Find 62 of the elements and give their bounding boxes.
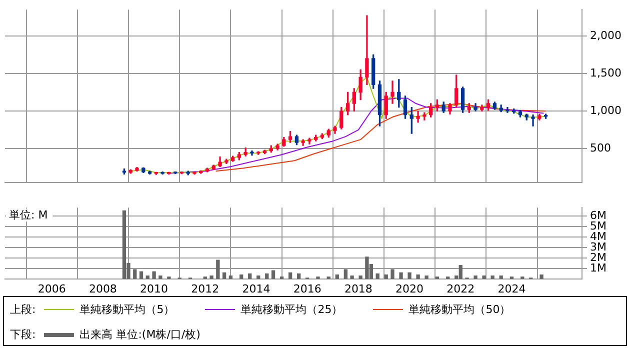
legend-title: 上段:: [10, 302, 36, 317]
x-tick-label: 2014: [242, 282, 270, 296]
x-tick-label: 2006: [38, 282, 66, 296]
x-tick-label: 2024: [498, 282, 526, 296]
y-tick-label: 5M: [590, 219, 606, 232]
bar: [271, 270, 276, 279]
bar: [474, 276, 478, 279]
y-tick-label: 2M: [590, 250, 606, 264]
x-tick-label: 2008: [88, 282, 117, 296]
legend-title: 下段:: [10, 327, 36, 342]
annotation: 単位: M: [9, 208, 48, 222]
bar: [490, 276, 494, 279]
bar: [482, 276, 486, 279]
bar: [222, 272, 226, 279]
bar: [256, 276, 260, 279]
legend-label: 単純移動平均（50）: [408, 302, 511, 317]
legend-label: 単純移動平均（5）: [80, 302, 175, 317]
bar: [384, 274, 388, 279]
bar: [344, 269, 348, 279]
bar: [358, 276, 362, 279]
bar: [350, 276, 354, 279]
bar: [240, 274, 244, 279]
bar: [540, 274, 544, 279]
x-tick-label: 2010: [140, 282, 168, 296]
bar: [133, 269, 137, 279]
y-tick-label: 4M: [590, 230, 606, 243]
x-tick-label: 2018: [344, 282, 372, 296]
bar: [376, 273, 380, 279]
bar: [122, 210, 126, 279]
bar: [408, 272, 412, 279]
bar: [139, 271, 144, 279]
bar: [158, 276, 162, 279]
y-tick-label: 1,500: [590, 66, 622, 80]
legend-label: 出来高 単位:(M株/口/枚): [80, 327, 200, 342]
bar: [499, 276, 503, 279]
y-tick-label: 1,000: [590, 104, 622, 117]
bar: [390, 269, 394, 279]
y-tick-label: 1M: [590, 261, 606, 274]
bar: [228, 276, 233, 279]
bar: [210, 276, 214, 279]
bar: [416, 274, 420, 279]
bar: [146, 276, 150, 279]
x-tick-label: 2012: [191, 282, 220, 296]
bar: [152, 271, 156, 279]
x-tick-label: 2022: [446, 282, 475, 296]
bar: [458, 265, 462, 279]
bar: [288, 272, 292, 279]
y-tick-label: 3M: [590, 240, 606, 254]
legend-label: 単純移動平均（25）: [240, 302, 343, 317]
bar: [365, 256, 369, 279]
x-tick-label: 2020: [396, 282, 424, 296]
bar: [399, 272, 403, 279]
bar: [424, 276, 428, 279]
bar: [335, 274, 339, 279]
bar: [296, 273, 301, 279]
bar: [265, 273, 269, 279]
bar: [248, 273, 252, 279]
bar: [216, 260, 220, 279]
y-tick-label: 6M: [590, 208, 606, 222]
y-tick-label: 500: [590, 141, 611, 154]
x-tick-label: 2016: [293, 282, 322, 296]
y-tick-label: 2,000: [590, 28, 622, 42]
